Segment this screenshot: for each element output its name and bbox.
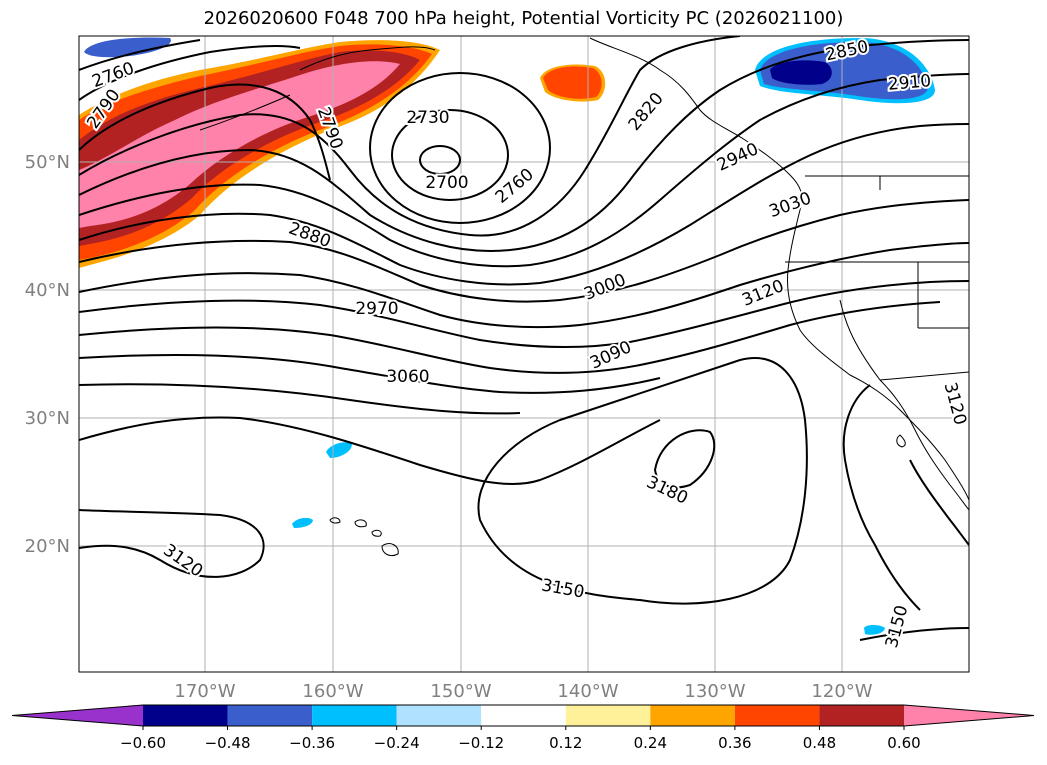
map-title: 2026020600 F048 700 hPa height, Potentia…	[203, 8, 844, 29]
colorbar-tick-label: 0.48	[803, 734, 836, 752]
pv-positive-blob-inner	[543, 66, 602, 99]
colorbar-segment	[396, 705, 482, 726]
pv-negative-region-northeast-core	[770, 60, 832, 85]
map-panel: 2760 2790 2790 2730 2700 2760 2820 2850 …	[78, 35, 970, 673]
colorbar: −0.60 −0.48 −0.36 −0.24 −0.12 0.12 0.24 0.36 0.4…	[11, 704, 1035, 752]
pv-shading	[79, 37, 935, 635]
colorbar-tick-label: −0.48	[205, 734, 251, 752]
colorbar-tick-label: 0.60	[887, 734, 920, 752]
lon-label: 160°W	[302, 681, 363, 702]
colorbar-tick-label: −0.24	[374, 734, 420, 752]
latitude-labels: 50°N 40°N 30°N 20°N	[25, 152, 70, 557]
lat-label: 30°N	[25, 408, 70, 429]
lon-label: 150°W	[430, 681, 491, 702]
contour-label: 3060	[386, 367, 429, 387]
contour-label: 2730	[406, 108, 449, 128]
contour-label: 2700	[425, 173, 468, 193]
pv-negative-blob-2	[292, 517, 313, 528]
lon-label: 120°W	[811, 681, 872, 702]
colorbar-tick-label: −0.12	[458, 734, 504, 752]
contour-label: 2910	[887, 71, 932, 95]
longitude-labels: 170°W 160°W 150°W 140°W 130°W 120°W	[174, 681, 872, 702]
colorbar-segment	[650, 705, 735, 726]
lat-label: 50°N	[25, 152, 70, 173]
pv-positive-region-northwest-max	[79, 61, 400, 229]
lat-label: 40°N	[25, 280, 70, 301]
contour-label: 2970	[355, 299, 398, 319]
colorbar-tick-label: −0.36	[289, 734, 335, 752]
pv-negative-region-northwest	[84, 37, 171, 58]
height-contours	[79, 36, 969, 641]
colorbar-tick-label: −0.60	[120, 734, 166, 752]
colorbar-tick-label: 0.24	[634, 734, 667, 752]
lat-label: 20°N	[25, 536, 70, 557]
colorbar-segment	[819, 705, 904, 726]
coastlines	[199, 37, 969, 557]
colorbar-segment	[143, 705, 228, 726]
colorbar-segment	[481, 705, 566, 726]
map-frame	[78, 35, 970, 673]
colorbar-tick-label: 0.12	[549, 734, 582, 752]
colorbar-tick-label: 0.36	[718, 734, 751, 752]
lon-label: 170°W	[174, 681, 235, 702]
lon-label: 130°W	[684, 681, 745, 702]
colorbar-segment	[565, 705, 651, 726]
colorbar-segment	[312, 705, 397, 726]
colorbar-segment	[227, 705, 313, 726]
colorbar-extend-right	[904, 705, 1034, 726]
colorbar-extend-left	[12, 705, 143, 726]
lon-label: 140°W	[557, 681, 618, 702]
colorbar-segment	[734, 705, 820, 726]
pv-negative-blob-3	[864, 625, 885, 635]
